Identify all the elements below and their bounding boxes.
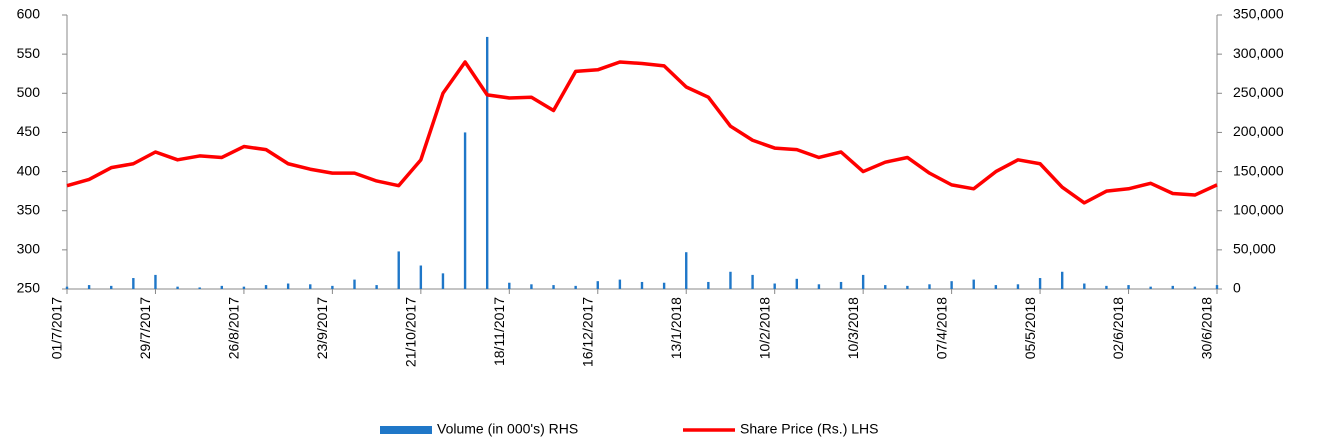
volume-bar bbox=[994, 285, 998, 289]
volume-bar bbox=[1060, 271, 1064, 289]
y2-tick-label: 200,000 bbox=[1233, 123, 1284, 139]
volume-bar bbox=[375, 285, 378, 289]
volume-bar bbox=[972, 279, 975, 289]
x-tick-label: 01/7/2017 bbox=[49, 297, 65, 359]
y-tick-label: 250 bbox=[17, 280, 41, 296]
legend-label: Volume (in 000's) RHS bbox=[437, 421, 578, 437]
volume-bar bbox=[707, 281, 710, 289]
y2-tick-label: 300,000 bbox=[1233, 45, 1284, 61]
volume-bar bbox=[1038, 278, 1042, 289]
volume-bar bbox=[839, 281, 843, 289]
volume-bar bbox=[1193, 286, 1197, 289]
y-tick-label: 550 bbox=[17, 45, 41, 61]
volume-bar bbox=[906, 285, 909, 289]
volume-bar bbox=[1016, 284, 1020, 289]
y2-tick-label: 150,000 bbox=[1233, 162, 1284, 178]
volume-bar bbox=[331, 285, 334, 289]
y-tick-label: 450 bbox=[17, 123, 41, 139]
y2-tick-label: 100,000 bbox=[1233, 201, 1284, 217]
volume-bar bbox=[1083, 283, 1086, 289]
price-line bbox=[66, 60, 1218, 205]
volume-bar bbox=[508, 282, 511, 289]
x-tick-label: 13/1/2018 bbox=[668, 297, 684, 359]
volume-bar bbox=[220, 285, 224, 289]
volume-bar bbox=[264, 285, 268, 289]
x-tick-label: 10/2/2018 bbox=[756, 297, 772, 359]
volume-bar bbox=[884, 285, 887, 289]
x-tick-label: 02/6/2018 bbox=[1110, 297, 1126, 359]
volume-bar bbox=[154, 274, 157, 289]
volume-bar bbox=[1149, 286, 1152, 289]
x-tick-label: 21/10/2017 bbox=[403, 297, 419, 367]
volume-bar bbox=[596, 281, 599, 289]
volume-bar bbox=[773, 283, 776, 289]
volume-bar bbox=[1105, 285, 1108, 289]
y2-tick-label: 250,000 bbox=[1233, 84, 1284, 100]
volume-bar bbox=[176, 286, 179, 289]
volume-bar bbox=[751, 274, 754, 289]
x-tick-label: 29/7/2017 bbox=[137, 297, 153, 359]
legend-label: Share Price (Rs.) LHS bbox=[740, 421, 878, 437]
x-tick-label: 07/4/2018 bbox=[933, 297, 949, 359]
y-tick-label: 600 bbox=[17, 6, 41, 22]
volume-bar bbox=[795, 278, 799, 289]
x-tick-label: 30/6/2018 bbox=[1199, 297, 1215, 359]
y-tick-label: 350 bbox=[17, 201, 41, 217]
volume-bar bbox=[574, 285, 577, 289]
volume-bar bbox=[353, 279, 356, 289]
volume-bar bbox=[463, 132, 467, 289]
volume-bar bbox=[817, 284, 821, 289]
x-tick-label: 10/3/2018 bbox=[845, 297, 861, 359]
x-tick-label: 05/5/2018 bbox=[1022, 297, 1038, 359]
volume-bar bbox=[485, 36, 489, 289]
volume-bar bbox=[729, 271, 732, 289]
volume-bar bbox=[1215, 285, 1219, 289]
y2-tick-label: 50,000 bbox=[1233, 241, 1276, 257]
volume-bar bbox=[419, 265, 423, 289]
legend-swatch bbox=[380, 426, 432, 434]
volume-bar bbox=[662, 282, 666, 289]
volume-bar bbox=[132, 278, 135, 289]
y-tick-label: 400 bbox=[17, 162, 41, 178]
y2-tick-label: 0 bbox=[1233, 280, 1241, 296]
x-tick-label: 16/12/2017 bbox=[579, 297, 595, 367]
volume-bar bbox=[441, 273, 445, 289]
volume-bar bbox=[861, 274, 865, 289]
volume-bar bbox=[950, 281, 953, 289]
volume-bar bbox=[242, 286, 246, 289]
volume-bar bbox=[87, 285, 91, 289]
volume-bar bbox=[640, 281, 644, 289]
volume-bar bbox=[309, 284, 312, 289]
volume-bar bbox=[530, 284, 533, 289]
y2-tick-label: 350,000 bbox=[1233, 6, 1284, 22]
volume-bar bbox=[397, 251, 400, 289]
y-tick-label: 500 bbox=[17, 84, 41, 100]
volume-bar bbox=[1171, 285, 1174, 289]
volume-bar bbox=[552, 285, 555, 289]
volume-bar bbox=[928, 284, 931, 289]
x-tick-label: 23/9/2017 bbox=[314, 297, 330, 359]
volume-bar bbox=[1127, 285, 1130, 289]
x-tick-label: 18/11/2017 bbox=[491, 297, 507, 366]
volume-bar bbox=[110, 285, 113, 289]
y-tick-label: 300 bbox=[17, 241, 41, 257]
volume-bar bbox=[618, 279, 622, 289]
volume-bar bbox=[685, 252, 688, 289]
volume-bar bbox=[65, 286, 69, 289]
x-tick-label: 26/8/2017 bbox=[226, 297, 242, 359]
volume-bar bbox=[286, 283, 290, 289]
volume-bar bbox=[198, 287, 201, 289]
